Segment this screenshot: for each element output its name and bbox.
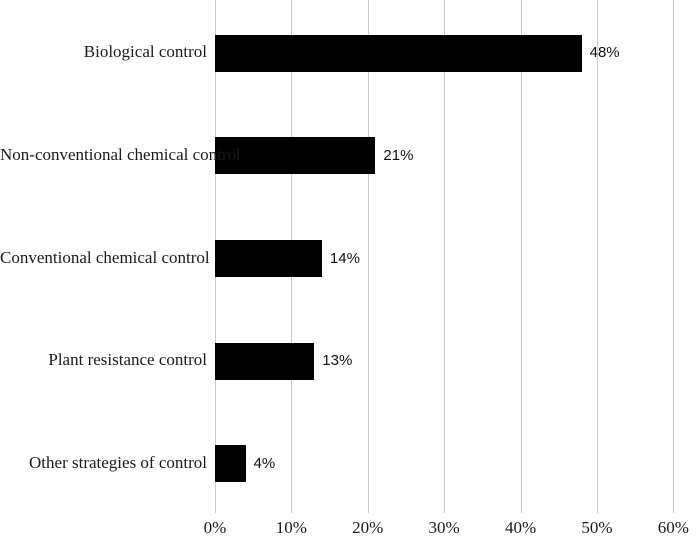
value-label: 21% bbox=[383, 146, 414, 164]
category-label: Biological control bbox=[83, 42, 207, 62]
value-label: 48% bbox=[589, 44, 620, 62]
category-label: Conventional chemical control bbox=[0, 247, 210, 267]
x-tick-label: 50% bbox=[581, 518, 613, 537]
x-tick-label: 40% bbox=[504, 518, 537, 537]
gridline-40% bbox=[520, 0, 522, 513]
gridline-20% bbox=[367, 0, 369, 513]
bar bbox=[215, 342, 315, 380]
bar bbox=[215, 445, 246, 483]
category-label: Other strategies of control bbox=[29, 452, 207, 472]
x-tick-label: 60% bbox=[657, 518, 689, 537]
category-label: Non-conventional chemical control bbox=[0, 144, 241, 164]
x-tick-label: 10% bbox=[275, 518, 307, 537]
category-label: Plant resistance control bbox=[48, 350, 207, 370]
bar bbox=[215, 137, 376, 175]
x-tick-label: 30% bbox=[428, 518, 460, 537]
gridline-30% bbox=[444, 0, 446, 513]
value-label: 13% bbox=[322, 352, 353, 370]
x-tick-label: 0% bbox=[203, 518, 227, 537]
value-label: 4% bbox=[253, 454, 276, 472]
gridline-50% bbox=[596, 0, 598, 513]
bar bbox=[215, 34, 582, 72]
x-tick-label: 20% bbox=[352, 518, 384, 537]
gridline-60% bbox=[673, 0, 675, 513]
bar bbox=[215, 240, 322, 277]
value-label: 14% bbox=[329, 249, 360, 267]
